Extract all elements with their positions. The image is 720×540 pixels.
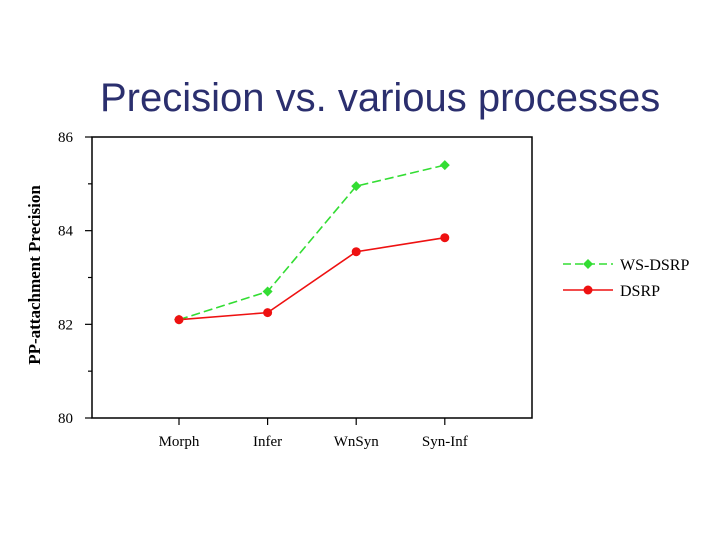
x-tick-label: Infer bbox=[253, 434, 282, 450]
y-tick-label: 80 bbox=[58, 411, 73, 427]
series-line-dsrp bbox=[178, 236, 445, 321]
data-point-dsrp bbox=[263, 308, 273, 318]
x-tick-label: Syn-Inf bbox=[422, 434, 468, 450]
y-tick-label: 86 bbox=[58, 130, 74, 146]
legend-marker-ws-dsrp bbox=[583, 259, 593, 269]
legend-marker-dsrp bbox=[583, 285, 593, 295]
data-point-dsrp bbox=[174, 315, 184, 325]
data-point-dsrp bbox=[351, 247, 361, 257]
series-line-ws-dsrp bbox=[178, 164, 445, 321]
data-point-ws-dsrp bbox=[439, 160, 450, 171]
data-point-ws-dsrp bbox=[262, 286, 273, 297]
slide-title: Precision vs. various processes bbox=[100, 76, 661, 120]
data-point-ws-dsrp bbox=[351, 181, 362, 192]
legend-label-ws-dsrp: WS-DSRP bbox=[620, 257, 689, 274]
data-point-dsrp bbox=[440, 233, 450, 243]
y-tick-label: 84 bbox=[58, 224, 74, 240]
x-tick-label: WnSyn bbox=[334, 434, 380, 450]
legend-label-dsrp: DSRP bbox=[620, 283, 660, 300]
plot-frame bbox=[91, 136, 533, 419]
y-tick-label: 82 bbox=[58, 317, 73, 333]
x-tick-label: Morph bbox=[159, 434, 200, 450]
